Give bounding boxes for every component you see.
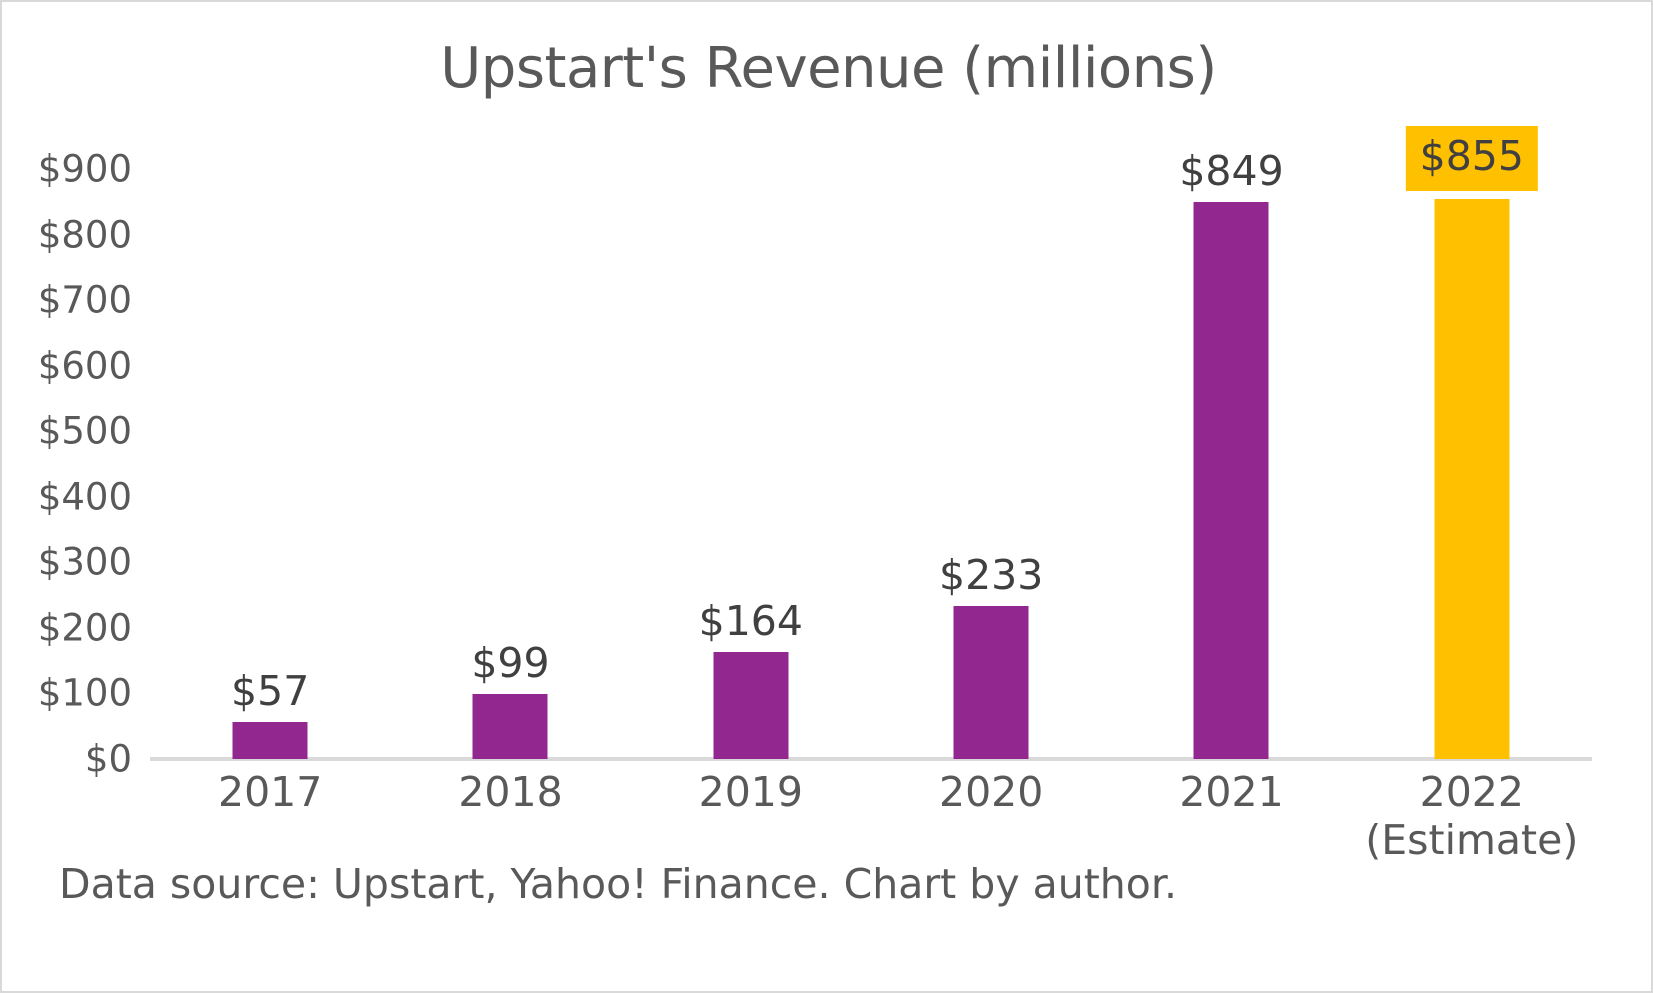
x-axis-baseline [150, 757, 1592, 761]
y-axis-tick-label: $400 [37, 475, 132, 519]
chart-title: Upstart's Revenue (millions) [440, 36, 1217, 101]
y-axis-tick-label: $900 [37, 147, 132, 191]
x-axis-tick-label: 2020 [938, 768, 1044, 816]
plot-area: $57 $99 $164 $233 $849 $855 [150, 125, 1592, 759]
x-axis-tick-sublabel: (Estimate) [1365, 816, 1579, 865]
bar-value-label-2021: $849 [1179, 147, 1284, 196]
bar-value-label-2018: $99 [471, 639, 550, 688]
x-axis-tick-label: 2018 [458, 768, 563, 816]
bar-2022[interactable] [1434, 198, 1510, 759]
bar-value-label-2019: $164 [698, 596, 803, 645]
x-axis-tick-2021: 2021 [1111, 768, 1351, 816]
bar-2020[interactable] [953, 606, 1029, 759]
bar-2021[interactable] [1193, 202, 1269, 759]
x-axis-tick-label: 2017 [217, 768, 323, 816]
x-axis: 2017 2018 2019 2020 2021 2022 (Estimate) [150, 768, 1592, 888]
bar-value-label-2017: $57 [231, 666, 310, 715]
bar-group: $57 [150, 169, 390, 759]
x-axis-tick-2017: 2017 [150, 768, 390, 816]
x-axis-tick-2022: 2022 (Estimate) [1352, 768, 1592, 865]
x-axis-tick-2019: 2019 [631, 768, 871, 816]
y-axis-tick-label: $100 [37, 671, 132, 715]
y-axis: $0 $100 $200 $300 $400 $500 $600 $700 $800 $900 [2, 2, 132, 991]
bar-group: $849 [1111, 151, 1351, 759]
x-axis-tick-2020: 2020 [871, 768, 1111, 816]
y-axis-tick-label: $0 [84, 737, 132, 781]
y-axis-tick-label: $600 [37, 344, 132, 388]
bar-2017[interactable] [232, 721, 308, 759]
y-axis-tick-label: $300 [37, 540, 132, 584]
x-axis-tick-label: 2022 [1419, 768, 1524, 816]
bar-group: $99 [390, 169, 630, 759]
x-axis-tick-label: 2019 [698, 768, 803, 816]
bar-2018[interactable] [472, 694, 548, 759]
y-axis-tick-label: $500 [37, 409, 132, 453]
bar-group: $164 [631, 169, 871, 759]
bar-value-label-2022: $855 [1405, 125, 1538, 191]
bar-2019[interactable] [713, 651, 789, 759]
x-axis-tick-2018: 2018 [390, 768, 630, 816]
bar-group: $855 [1352, 125, 1592, 759]
x-axis-tick-label: 2021 [1179, 768, 1284, 816]
chart-footnote: Data source: Upstart, Yahoo! Finance. Ch… [59, 860, 1177, 908]
bar-value-label-2020: $233 [938, 551, 1044, 600]
bar-group: $233 [871, 169, 1111, 759]
y-axis-tick-label: $800 [37, 213, 132, 257]
y-axis-tick-label: $700 [37, 278, 132, 322]
y-axis-tick-label: $200 [37, 606, 132, 650]
